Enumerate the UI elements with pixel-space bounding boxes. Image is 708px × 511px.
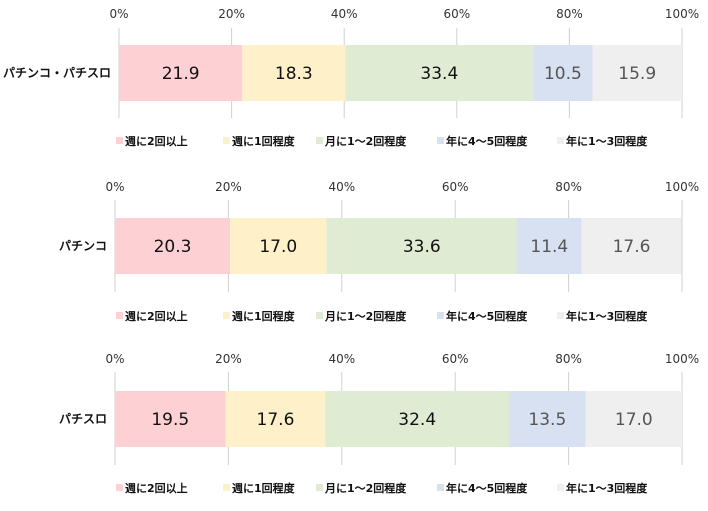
legend-swatch bbox=[437, 484, 444, 491]
legend-entry: 年に4～5回程度 bbox=[446, 481, 528, 495]
data-label: 19.5 bbox=[151, 410, 189, 430]
data-label: 21.9 bbox=[162, 64, 200, 84]
legend-entry: 年に1～3回程度 bbox=[566, 134, 648, 148]
data-label: 13.5 bbox=[528, 410, 566, 430]
legend-entry: 月に1～2回程度 bbox=[324, 481, 407, 495]
legend-entry: 年に1～3回程度 bbox=[566, 481, 648, 495]
bar-segment bbox=[242, 45, 346, 101]
legend-swatch bbox=[316, 137, 323, 144]
legend-swatch bbox=[437, 312, 444, 319]
bar-segment bbox=[581, 218, 682, 274]
legend-swatch bbox=[316, 484, 323, 491]
bar-segment bbox=[585, 391, 682, 447]
category-label: パチンコ・パチスロ bbox=[3, 66, 111, 80]
legend-entry: 年に4～5回程度 bbox=[446, 134, 528, 148]
data-label: 10.5 bbox=[544, 64, 582, 84]
legend-entry: 月に1～2回程度 bbox=[324, 309, 407, 323]
chart-panel-1: 0% 20% 40% 60% 80% 100% パチンコ・パチスロ 21.9 18.3 33.4 1… bbox=[3, 7, 699, 148]
legend-entry: 年に1～3回程度 bbox=[566, 309, 648, 323]
category-label: パチスロ bbox=[59, 412, 107, 426]
bar-segment bbox=[225, 391, 326, 447]
bar-segment bbox=[592, 45, 682, 101]
legend-swatch bbox=[116, 484, 123, 491]
legend-swatch bbox=[557, 484, 564, 491]
data-label: 18.3 bbox=[275, 64, 313, 84]
data-label: 33.4 bbox=[420, 64, 458, 84]
legend-swatch bbox=[116, 312, 123, 319]
x-tick-label: 40% bbox=[328, 180, 355, 194]
legend-swatch bbox=[316, 312, 323, 319]
x-tick-label: 20% bbox=[215, 180, 242, 194]
chart-panel-3: 0% 20% 40% 60% 80% 100% パチスロ 19.5 17.6 32.4 13.5 17… bbox=[59, 352, 699, 495]
bar-segment bbox=[115, 218, 231, 274]
bar-segment bbox=[517, 218, 582, 274]
legend-entry: 週に1回程度 bbox=[232, 481, 296, 495]
legend-swatch bbox=[557, 312, 564, 319]
data-label: 32.4 bbox=[398, 410, 436, 430]
data-label: 33.6 bbox=[403, 237, 441, 257]
data-label: 17.6 bbox=[257, 410, 295, 430]
x-tick-label: 60% bbox=[442, 352, 469, 366]
legend-entry: 週に2回以上 bbox=[125, 134, 188, 148]
bar-segment bbox=[115, 391, 226, 447]
x-tick-label: 60% bbox=[443, 7, 470, 21]
legend-swatch bbox=[116, 137, 123, 144]
x-tick-label: 80% bbox=[555, 352, 582, 366]
bar-segment bbox=[230, 218, 327, 274]
data-label: 17.6 bbox=[613, 237, 651, 257]
x-tick-label: 20% bbox=[218, 7, 245, 21]
x-tick-label: 0% bbox=[109, 7, 128, 21]
x-tick-label: 100% bbox=[665, 180, 699, 194]
x-tick-label: 40% bbox=[331, 7, 358, 21]
x-tick-label: 100% bbox=[665, 7, 699, 21]
x-tick-label: 20% bbox=[215, 352, 242, 366]
legend-entry: 週に2回以上 bbox=[125, 481, 188, 495]
bar-segment bbox=[325, 391, 510, 447]
legend-swatch bbox=[223, 137, 230, 144]
legend-entry: 月に1～2回程度 bbox=[324, 134, 407, 148]
legend-entry: 年に4～5回程度 bbox=[446, 309, 528, 323]
x-tick-label: 80% bbox=[556, 7, 583, 21]
data-label: 15.9 bbox=[618, 64, 656, 84]
legend-entry: 週に2回以上 bbox=[125, 309, 188, 323]
x-tick-label: 40% bbox=[328, 352, 355, 366]
bar-segment bbox=[119, 45, 243, 101]
bar-segment bbox=[345, 45, 534, 101]
data-label: 11.4 bbox=[530, 237, 568, 257]
x-tick-label: 100% bbox=[665, 352, 699, 366]
legend-swatch bbox=[223, 484, 230, 491]
legend-swatch bbox=[437, 137, 444, 144]
legend-swatch bbox=[557, 137, 564, 144]
x-tick-label: 0% bbox=[105, 352, 124, 366]
bar-segment bbox=[326, 218, 518, 274]
chart-panel-2: 0% 20% 40% 60% 80% 100% パチンコ 20.3 17.0 33.6 11.4 17… bbox=[59, 180, 699, 323]
legend-swatch bbox=[223, 312, 230, 319]
data-label: 20.3 bbox=[154, 237, 192, 257]
bar-segment bbox=[533, 45, 593, 101]
x-tick-label: 0% bbox=[105, 180, 124, 194]
data-label: 17.0 bbox=[615, 410, 653, 430]
legend-entry: 週に1回程度 bbox=[232, 134, 296, 148]
legend-entry: 週に1回程度 bbox=[232, 309, 296, 323]
data-label: 17.0 bbox=[259, 237, 297, 257]
x-tick-label: 80% bbox=[555, 180, 582, 194]
x-tick-label: 60% bbox=[442, 180, 469, 194]
category-label: パチンコ bbox=[59, 239, 107, 253]
bar-segment bbox=[509, 391, 586, 447]
